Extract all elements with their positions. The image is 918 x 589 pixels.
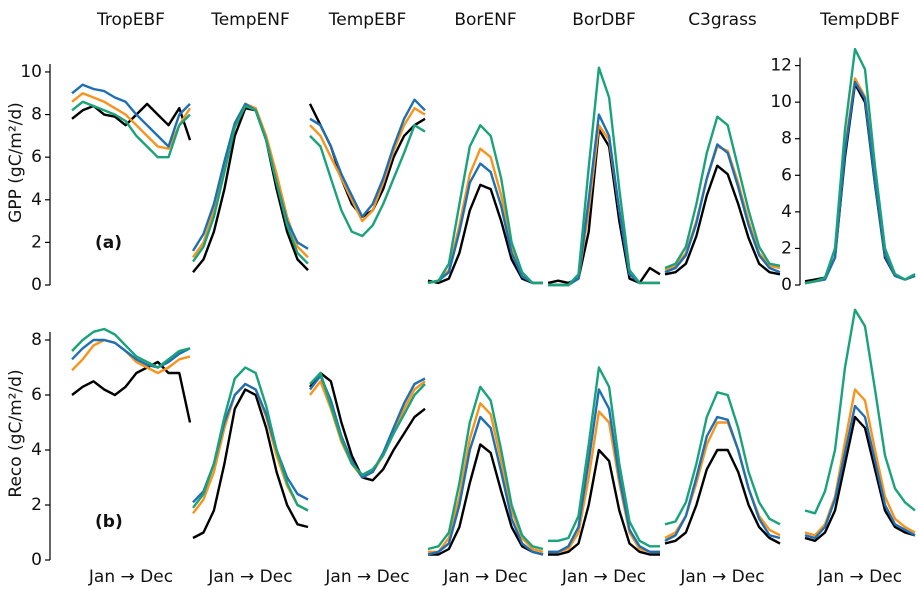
series-line (427, 385, 544, 551)
series-line (548, 448, 660, 556)
series-line (804, 308, 916, 515)
y-tick-label: 4 (781, 202, 792, 222)
series-line (804, 415, 916, 542)
y-tick-label: 0 (31, 275, 42, 295)
series-line (548, 123, 660, 287)
y-tick-label: 10 (770, 92, 792, 112)
series-line (804, 77, 916, 285)
series-line (804, 82, 916, 283)
panel-title: C3grass (688, 10, 757, 30)
series-line (548, 66, 660, 287)
panel-title: TempEBF (328, 10, 407, 30)
series-line (547, 128, 661, 285)
series-line (548, 366, 660, 548)
y-axis-label: GPP (gC/m²/d) (6, 102, 26, 223)
panel-title: TempDBF (819, 10, 900, 30)
series-line (428, 443, 544, 556)
series-line (192, 366, 309, 512)
series-line (548, 410, 660, 553)
y-tick-label: 4 (31, 440, 42, 460)
series-line (427, 147, 543, 285)
y-tick-label: 8 (31, 330, 42, 350)
series-line (192, 104, 309, 265)
x-axis-label: Jan → Dec (88, 567, 173, 587)
panel-title: TropEBF (96, 10, 165, 30)
y-tick-label: 8 (31, 105, 42, 125)
series-line (427, 415, 544, 556)
y-tick-label: 10 (20, 62, 42, 82)
series-line (309, 123, 426, 238)
panel-title: TempENF (210, 10, 290, 30)
y-tick-label: 2 (31, 232, 42, 252)
series-line (664, 143, 781, 274)
y-tick-label: 8 (781, 129, 792, 149)
x-axis-label: Jan → Dec (442, 567, 527, 587)
series-line (427, 183, 543, 285)
x-axis-label: Jan → Dec (817, 567, 902, 587)
series-line (71, 100, 191, 159)
y-tick-label: 2 (781, 238, 792, 258)
series-line (427, 162, 543, 285)
series-line (548, 388, 660, 553)
series-line (71, 83, 191, 148)
series-line (192, 106, 309, 273)
series-line (309, 374, 426, 479)
panel-title: BorDBF (572, 10, 636, 30)
x-axis-label: Jan → Dec (561, 567, 646, 587)
series-line (428, 402, 544, 553)
y-tick-label: 2 (31, 495, 42, 515)
series-line (309, 106, 426, 223)
series-line (804, 388, 916, 537)
series-line (427, 123, 543, 285)
series-line (192, 388, 309, 540)
series-line (309, 371, 426, 476)
x-axis-label: Jan → Dec (324, 567, 409, 587)
series-line (71, 338, 191, 369)
y-tick-label: 6 (781, 165, 792, 185)
series-line (664, 115, 781, 270)
y-axis-label: Reco (gC/m²/d) (6, 369, 26, 497)
y-tick-label: 4 (31, 190, 42, 210)
series-line (664, 391, 781, 526)
x-axis-label: Jan → Dec (207, 567, 292, 587)
series-line (309, 98, 426, 219)
series-line (192, 382, 309, 515)
series-line (804, 80, 916, 285)
series-line (664, 448, 781, 545)
series-line (71, 360, 192, 423)
series-line (664, 415, 781, 542)
y-tick-label: 6 (31, 147, 42, 167)
series-line (804, 47, 916, 285)
x-axis-label: Jan → Dec (679, 567, 764, 587)
y-tick-label: 0 (31, 550, 42, 570)
y-tick-label: 6 (31, 385, 42, 405)
series-line (804, 404, 916, 540)
panel-label: (a) (95, 233, 122, 253)
series-line (664, 164, 781, 276)
y-tick-label: 0 (781, 275, 792, 295)
panel-label: (b) (95, 512, 123, 532)
series-line (71, 327, 191, 369)
y-tick-label: 12 (770, 56, 792, 76)
panel-title: BorENF (454, 10, 516, 30)
series-line (309, 371, 426, 482)
